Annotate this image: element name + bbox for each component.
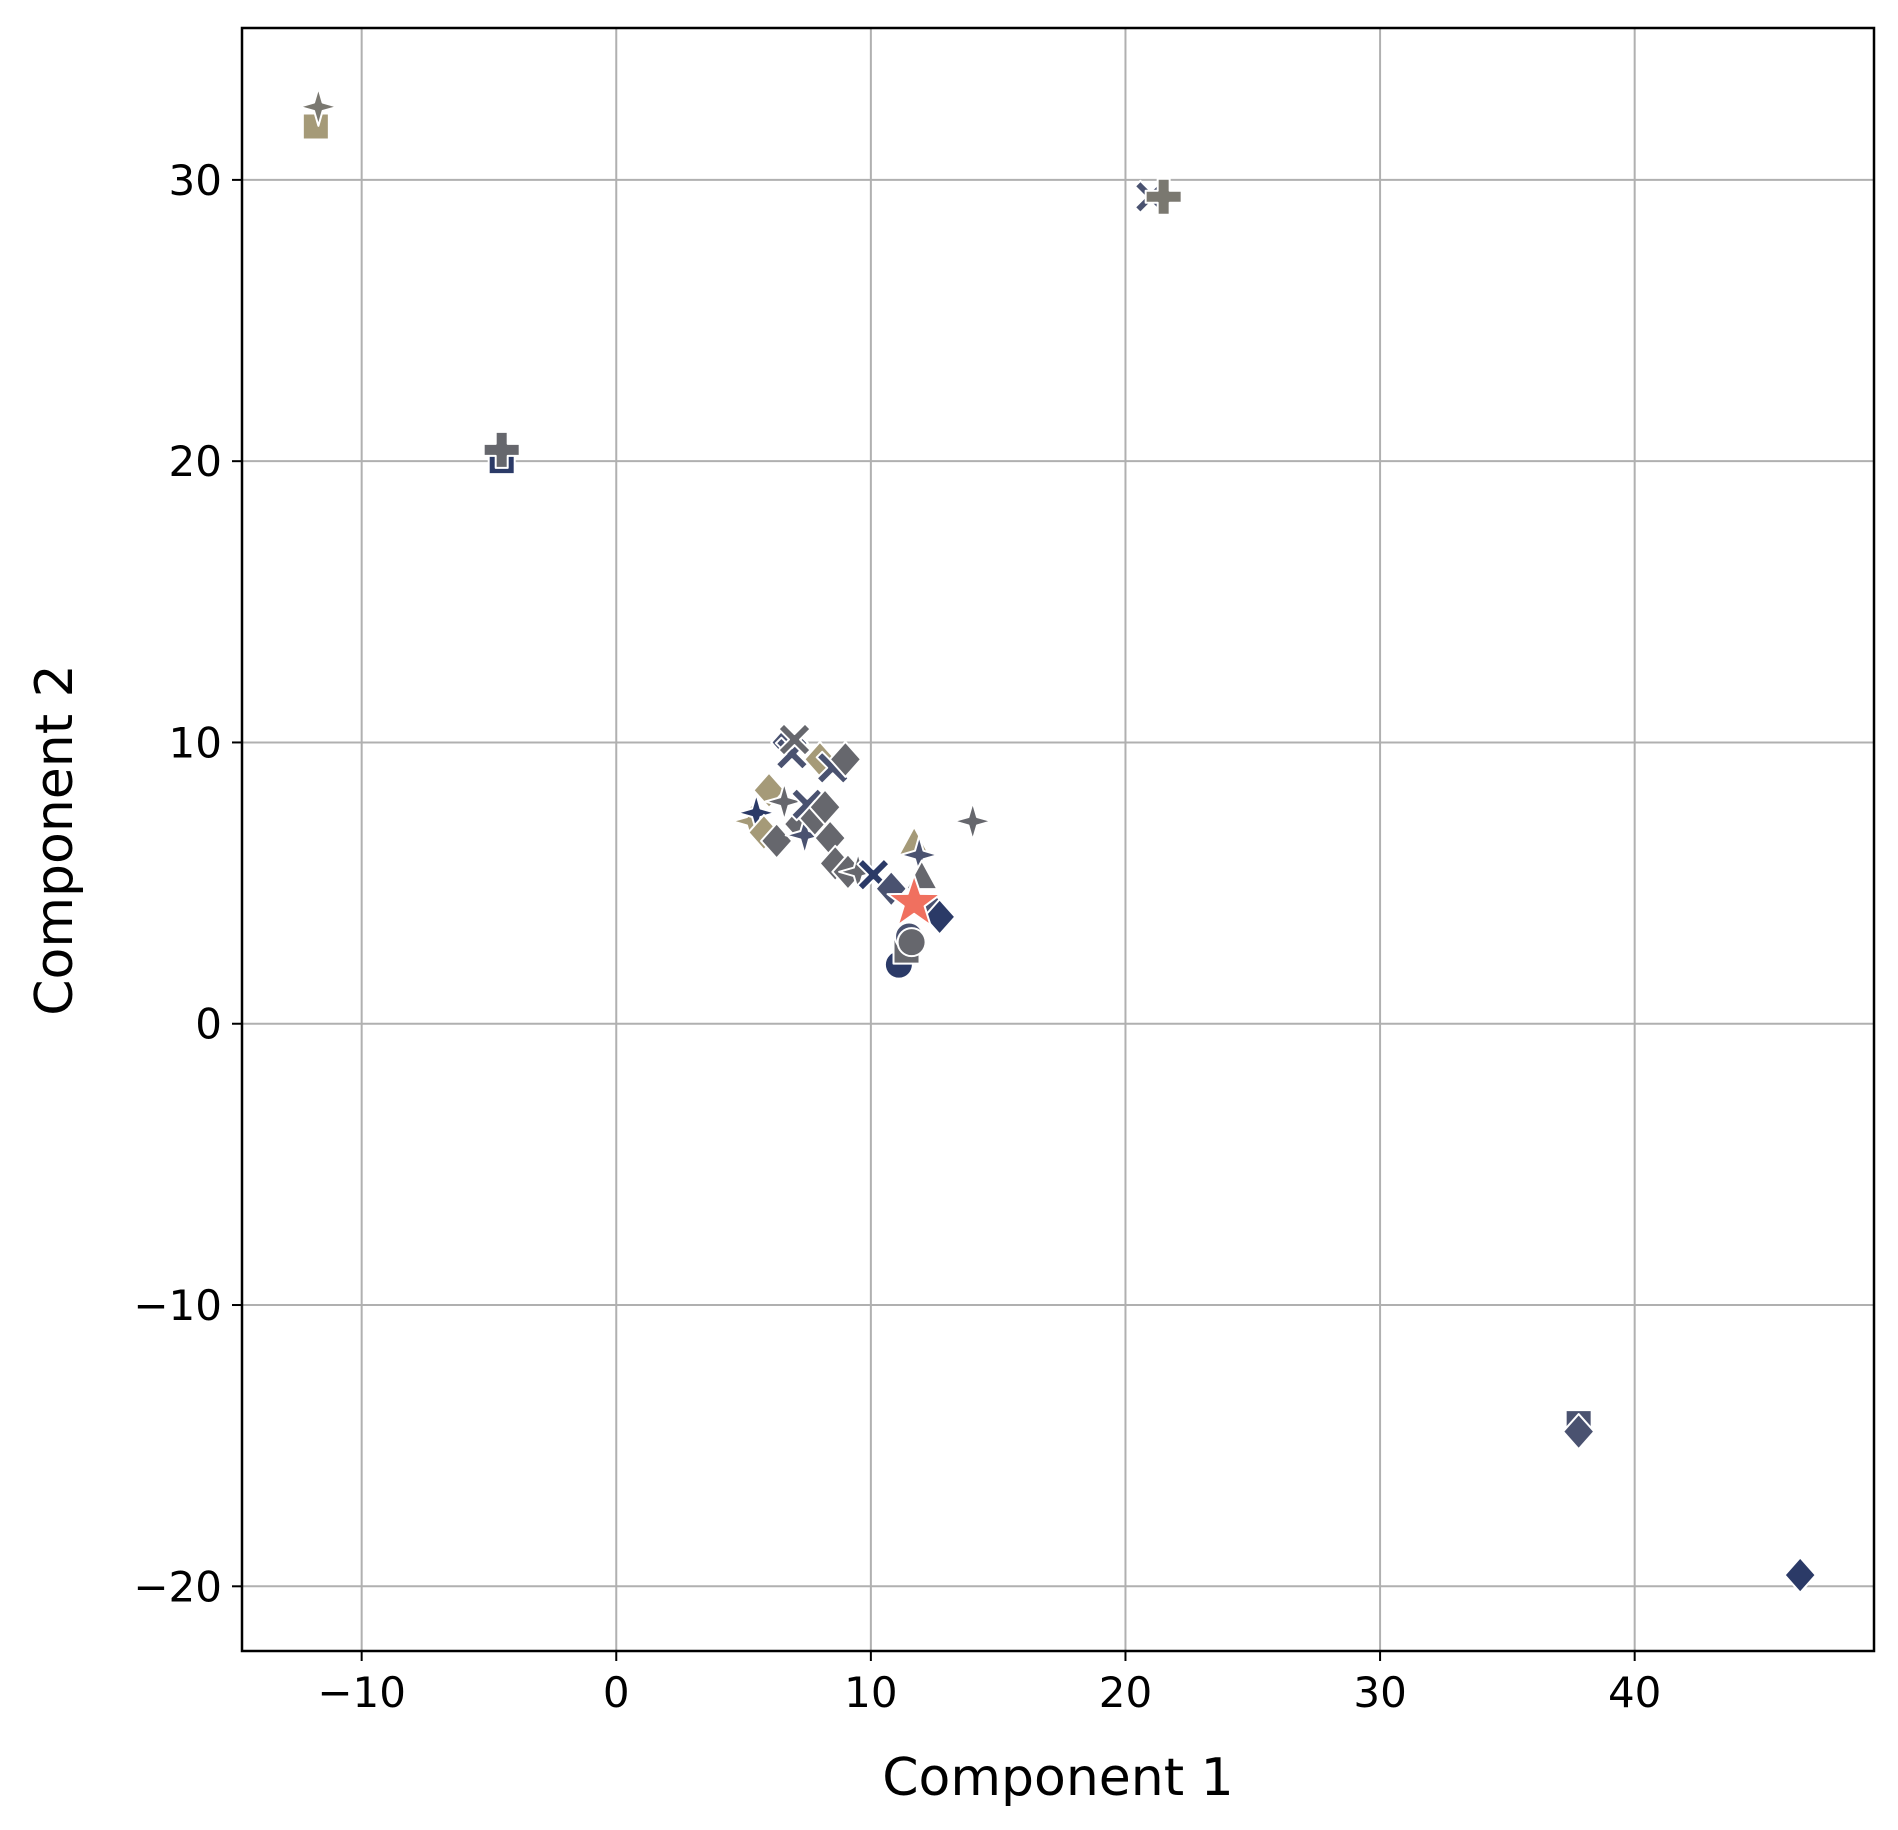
scatter-point: [752, 771, 786, 809]
highlight-star-point: [886, 873, 942, 927]
x-tick-label: 0: [603, 1668, 630, 1717]
scatter-point: [777, 722, 812, 757]
scatter-point: [896, 927, 927, 958]
scatter-point: [923, 898, 957, 936]
scatter-point: [1562, 1413, 1596, 1451]
x-tick-label: −10: [317, 1668, 406, 1717]
x-tick-label: 20: [1099, 1668, 1152, 1717]
scatter-point: [1783, 1556, 1817, 1594]
x-tick-label: 40: [1608, 1668, 1661, 1717]
scatter-point: [828, 740, 863, 778]
y-tick-label: 30: [169, 156, 222, 205]
y-tick-label: −10: [133, 1281, 222, 1330]
scatter-point: [808, 788, 842, 826]
y-axis-label: Component 2: [25, 664, 85, 1016]
scatter-point: [764, 781, 805, 822]
plot-background: [242, 28, 1874, 1651]
x-axis-label: Component 1: [882, 1748, 1234, 1808]
data-points: [298, 86, 1817, 1594]
y-tick-label: 10: [169, 718, 222, 767]
scatter-point: [482, 430, 521, 469]
x-tick-label: 10: [844, 1668, 897, 1717]
y-tick-label: −20: [133, 1562, 222, 1611]
x-tick-label: 30: [1353, 1668, 1406, 1717]
axis-ticks: −10 0 10 20 30 40 −20 −10 0 10 20 30: [133, 156, 1661, 1717]
scatter-point: [1144, 177, 1183, 216]
scatter-point: [874, 870, 908, 908]
y-tick-label: 0: [195, 1000, 222, 1049]
scatter-point: [952, 801, 993, 842]
plot-frame: [240, 26, 1876, 1653]
scatter-point: [298, 86, 339, 127]
y-tick-label: 20: [169, 437, 222, 486]
